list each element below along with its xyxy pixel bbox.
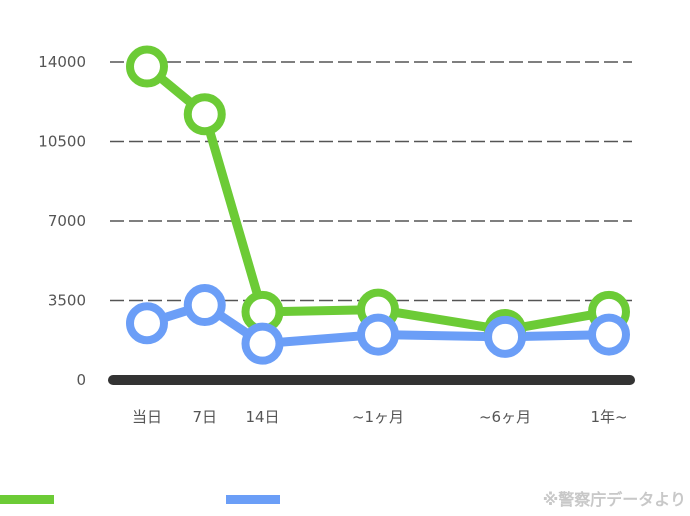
data-point [183,284,226,327]
y-tick-label: 7000 [48,212,86,230]
source-note: ※警察庁データより [542,490,686,509]
data-point [241,322,284,365]
x-axis-ticks: 当日 7日 14日 ~1ヶ月 ~6ヶ月 1年~ [132,408,628,426]
x-tick-label: 1年~ [590,408,627,426]
y-tick-label: 14000 [38,53,86,71]
data-point [588,313,630,356]
x-tick-label: 当日 [132,408,162,426]
data-point [484,315,527,358]
x-tick-label: 7日 [192,408,217,426]
data-point [126,302,168,345]
x-tick-label: ~6ヶ月 [479,408,531,426]
y-axis-ticks: 14000 10500 7000 3500 0 [38,53,86,389]
x-tick-label: ~1ヶ月 [352,408,404,426]
legend-swatch-blue [226,495,280,504]
data-point [126,45,168,88]
series-layer [126,45,630,365]
legend-swatch-green [0,495,54,504]
y-tick-label: 0 [76,371,86,389]
y-tick-label: 10500 [38,133,86,151]
y-tick-label: 3500 [48,292,86,310]
data-point [357,313,399,356]
x-tick-label: 14日 [245,408,279,426]
data-point [183,93,226,136]
